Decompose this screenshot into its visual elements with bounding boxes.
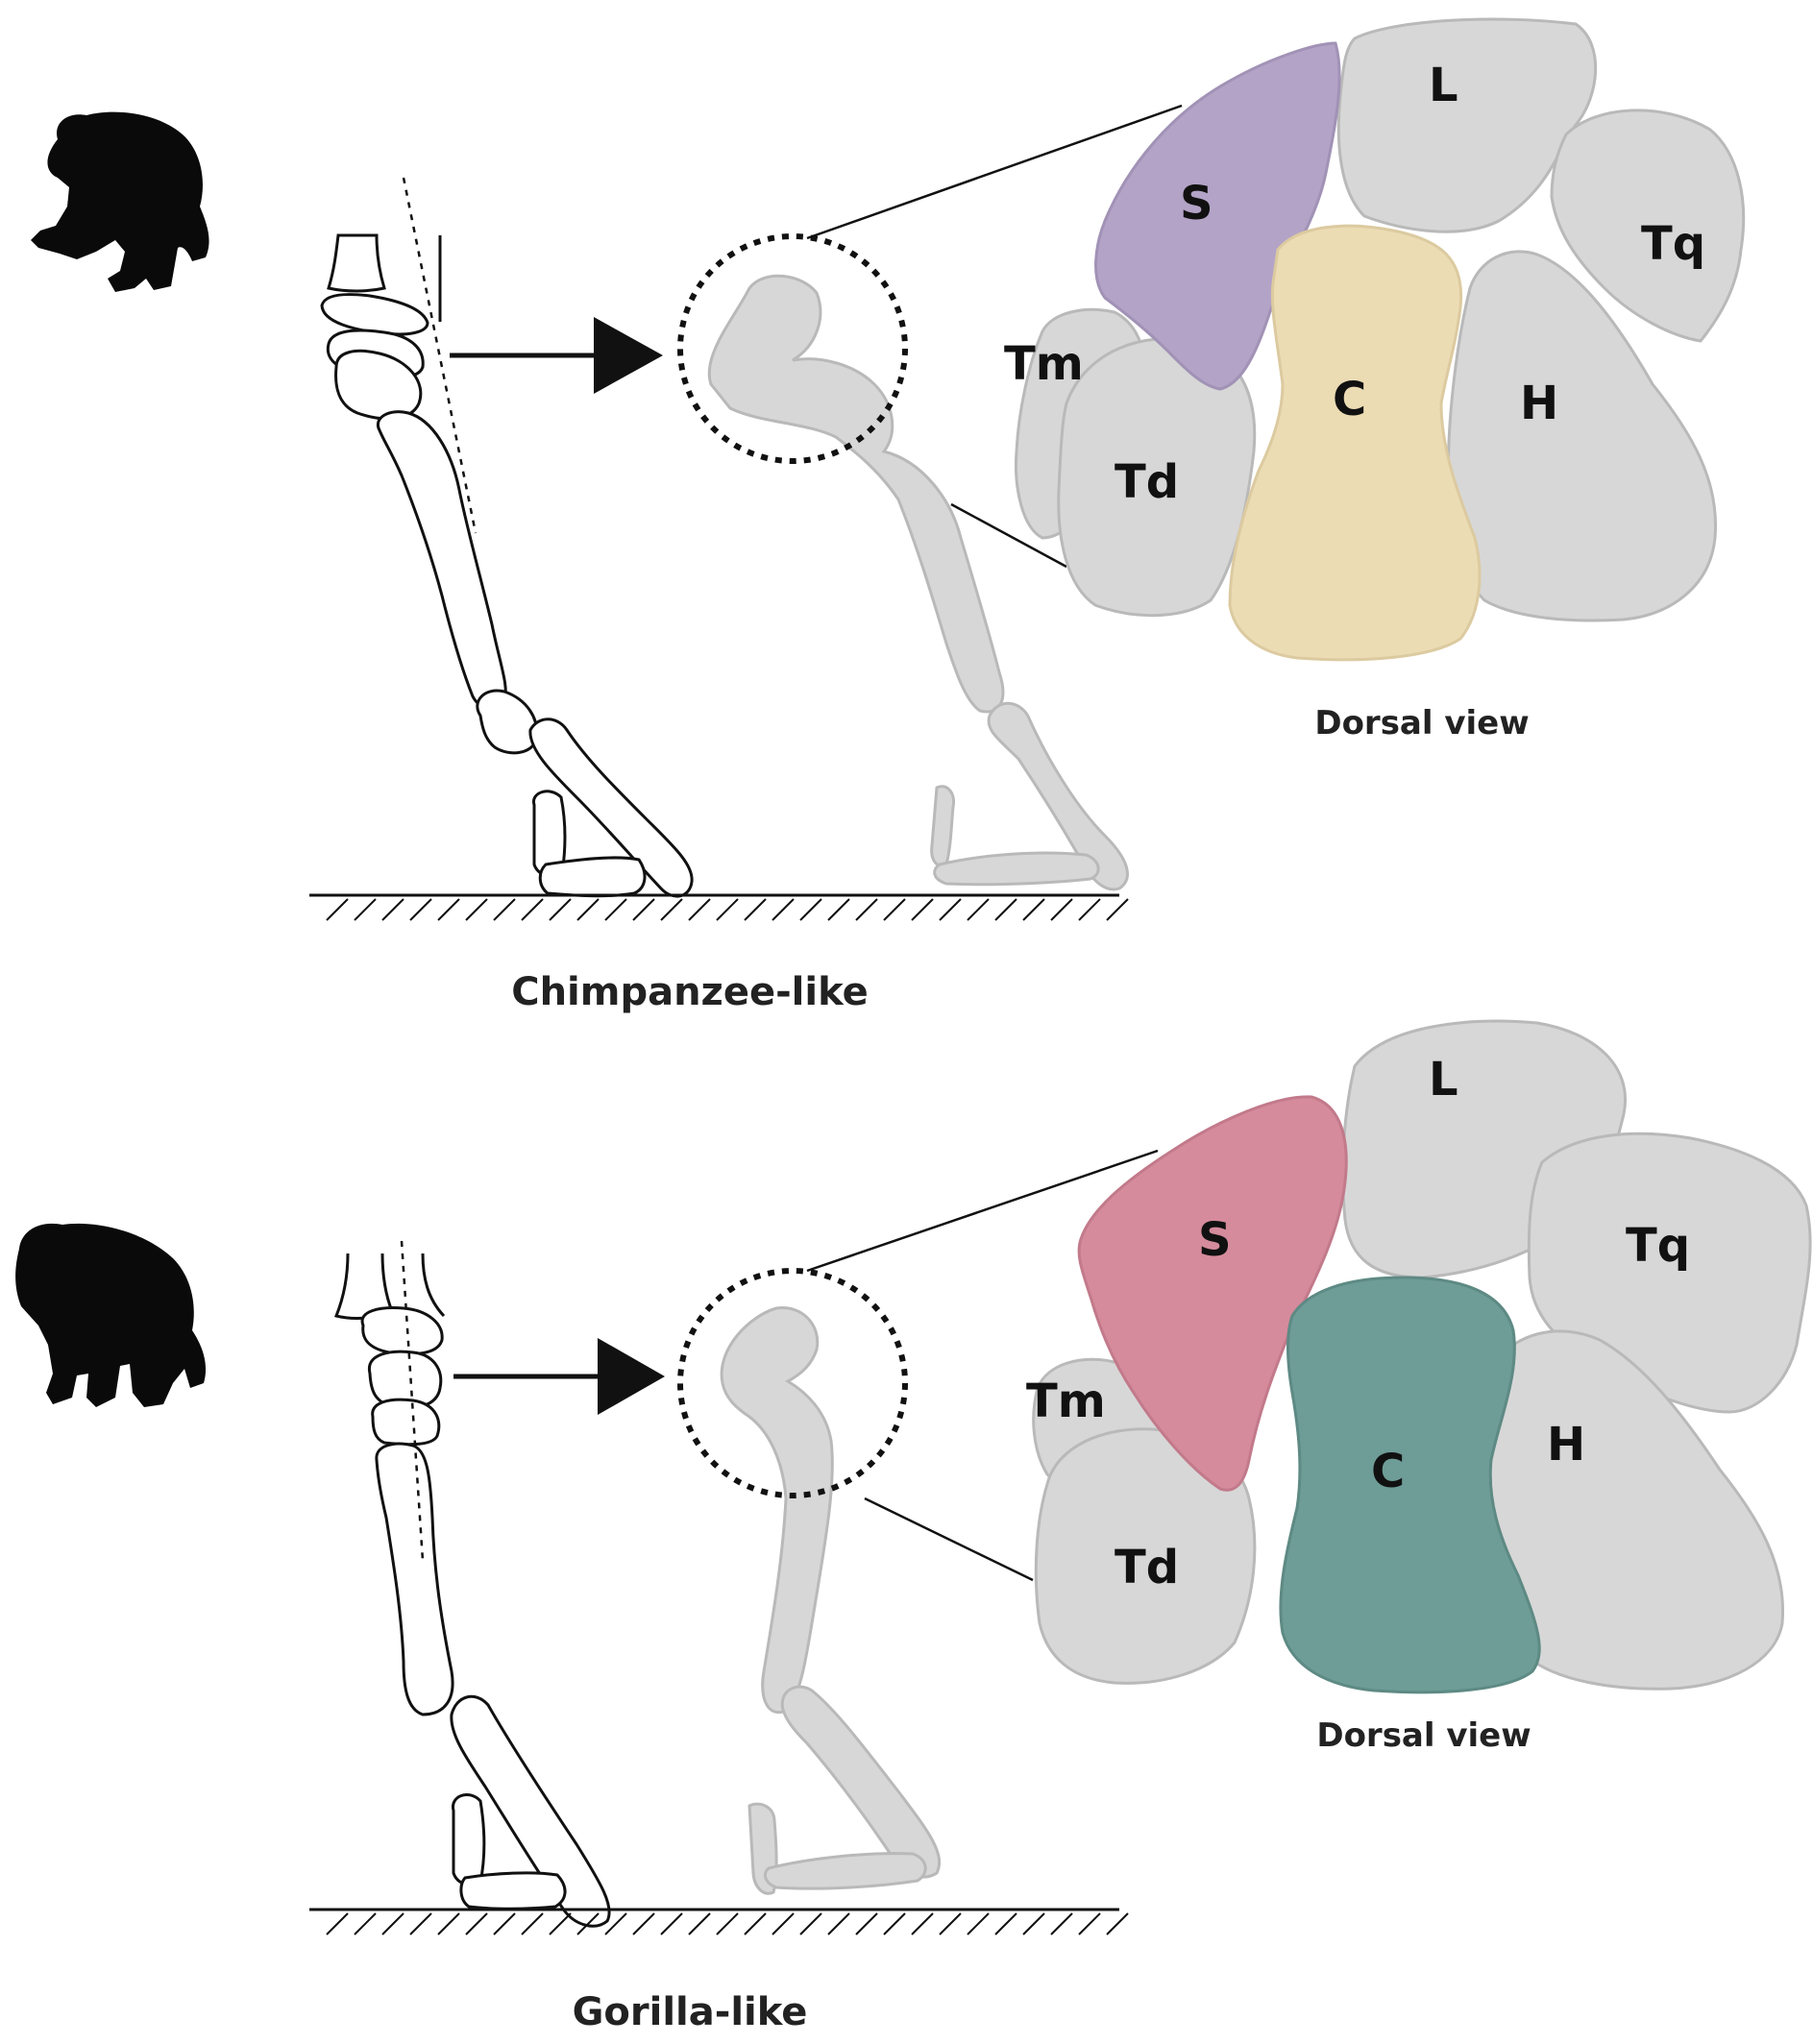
ground-hatch-mark — [465, 1912, 488, 1935]
bone-trapezoid — [1034, 1427, 1257, 1685]
ground-hatch-mark — [1078, 898, 1101, 921]
ground-hatch-mark — [1106, 898, 1129, 921]
ground-hatch-mark — [1050, 898, 1073, 921]
ground-hatch-mark — [799, 898, 822, 921]
gorilla-zoom-circle — [677, 1268, 908, 1498]
panel-chimpanzee: S L Tq Tm Td C H Dorsal view Chimpanzee-… — [31, 17, 1746, 1014]
ground-hatch-mark — [883, 898, 906, 921]
bone-capitate — [1279, 1276, 1541, 1694]
ground-hatch-mark — [716, 1912, 739, 1935]
ground-hatch-mark — [716, 898, 739, 921]
bone-capitate — [1228, 224, 1482, 662]
ground-hatch-mark — [1050, 1912, 1073, 1935]
ground-hatch-mark — [967, 898, 990, 921]
ground-hatch-mark — [772, 1912, 795, 1935]
label-scaphoid: S — [1198, 1213, 1232, 1267]
label-lunate: L — [1429, 1053, 1458, 1107]
chimp-dorsal-view-label: Dorsal view — [1314, 704, 1529, 742]
ground-hatch-mark — [632, 898, 655, 921]
ground-hatch-mark — [521, 898, 544, 921]
ground-hatch-mark — [911, 1912, 934, 1935]
gorilla-silhouette-icon — [15, 1223, 207, 1407]
label-triquetrum: Tq — [1641, 217, 1705, 271]
ground-hatch-mark — [381, 898, 404, 921]
ground-hatch-mark — [1022, 1912, 1045, 1935]
ground-hatch-mark — [549, 1912, 572, 1935]
ground-hatch-mark — [688, 1912, 711, 1935]
ground-hatch-mark — [799, 1912, 822, 1935]
panel-gorilla: S L Tq Tm Td C H Dorsal view Gorilla-lik… — [15, 1019, 1812, 2034]
ground-hatch-mark — [994, 1912, 1017, 1935]
ground-hatch-mark — [409, 898, 432, 921]
ground-hatch-mark — [939, 1912, 962, 1935]
label-triquetrum: Tq — [1626, 1219, 1690, 1273]
gorilla-bone-render — [720, 1306, 942, 1895]
label-trapezium: Tm — [1004, 337, 1084, 391]
ground-hatch-mark — [660, 898, 683, 921]
gorilla-dorsal-view-label: Dorsal view — [1316, 1716, 1531, 1755]
ground-hatch-mark — [994, 898, 1017, 921]
ground-hatch-mark — [772, 898, 795, 921]
ground-hatch-mark — [576, 898, 600, 921]
ground-hatch-mark — [381, 1912, 404, 1935]
label-capitate: C — [1333, 373, 1366, 426]
chimp-carpal-bones: S L Tq Tm Td C H — [1004, 17, 1746, 662]
ground-hatch-mark — [911, 898, 934, 921]
ground-hatch-mark — [437, 898, 460, 921]
chimpanzee-silhouette-icon — [31, 111, 209, 293]
label-hamate: H — [1547, 1418, 1585, 1472]
arrow-right-icon — [450, 317, 663, 394]
chimp-ground-line — [309, 893, 1129, 921]
label-lunate: L — [1429, 59, 1458, 112]
ground-hatch-mark — [604, 898, 627, 921]
ground-hatch-mark — [1078, 1912, 1101, 1935]
gorilla-schematic-drawing — [333, 1240, 611, 1928]
ground-hatch-mark — [827, 898, 850, 921]
chimp-zoom-circle — [677, 233, 908, 464]
label-trapezoid: Td — [1115, 455, 1179, 509]
gorilla-caption: Gorilla-like — [573, 1990, 808, 2034]
ground-hatch-mark — [688, 898, 711, 921]
ground-hatch-mark — [827, 1912, 850, 1935]
ground-hatch-mark — [354, 1912, 377, 1935]
ground-hatch-mark — [744, 1912, 767, 1935]
ground-hatch-mark — [855, 1912, 878, 1935]
ground-hatch-mark — [493, 1912, 516, 1935]
ground-hatch-mark — [939, 898, 962, 921]
ground-hatch-mark — [326, 1912, 349, 1935]
gorilla-ground-line — [309, 1908, 1129, 1935]
bone-triquetrum — [1550, 109, 1746, 343]
ground-hatch-mark — [967, 1912, 990, 1935]
ground-hatch-mark — [604, 1912, 627, 1935]
ground-hatch-mark — [354, 898, 377, 921]
ground-hatch-mark — [326, 898, 349, 921]
ground-hatch-mark — [437, 1912, 460, 1935]
ground-hatch-mark — [493, 898, 516, 921]
label-trapezoid: Td — [1115, 1541, 1179, 1594]
ground-hatch-mark — [465, 898, 488, 921]
ground-hatch-mark — [549, 898, 572, 921]
ground-hatch-mark — [576, 1912, 600, 1935]
gorilla-carpal-bones: S L Tq Tm Td C H — [1026, 1019, 1812, 1694]
label-capitate: C — [1371, 1445, 1405, 1498]
ground-hatch-mark — [521, 1912, 544, 1935]
bone-lunate — [1336, 17, 1598, 233]
ground-hatch-mark — [744, 898, 767, 921]
ground-hatch-mark — [855, 898, 878, 921]
chimp-caption: Chimpanzee-like — [511, 970, 869, 1014]
label-trapezium: Tm — [1026, 1375, 1106, 1428]
chimp-schematic-drawing — [320, 177, 694, 898]
arrow-right-icon — [453, 1338, 665, 1415]
chimp-bone-render — [707, 274, 1129, 891]
ground-hatch-mark — [1022, 898, 1045, 921]
ground-hatch-mark — [632, 1912, 655, 1935]
label-hamate: H — [1520, 377, 1558, 430]
label-scaphoid: S — [1180, 177, 1213, 231]
ground-hatch-mark — [660, 1912, 683, 1935]
bone-scaphoid — [1077, 1095, 1348, 1492]
ground-hatch-mark — [1106, 1912, 1129, 1935]
ground-hatch-mark — [409, 1912, 432, 1935]
ground-hatch-mark — [883, 1912, 906, 1935]
